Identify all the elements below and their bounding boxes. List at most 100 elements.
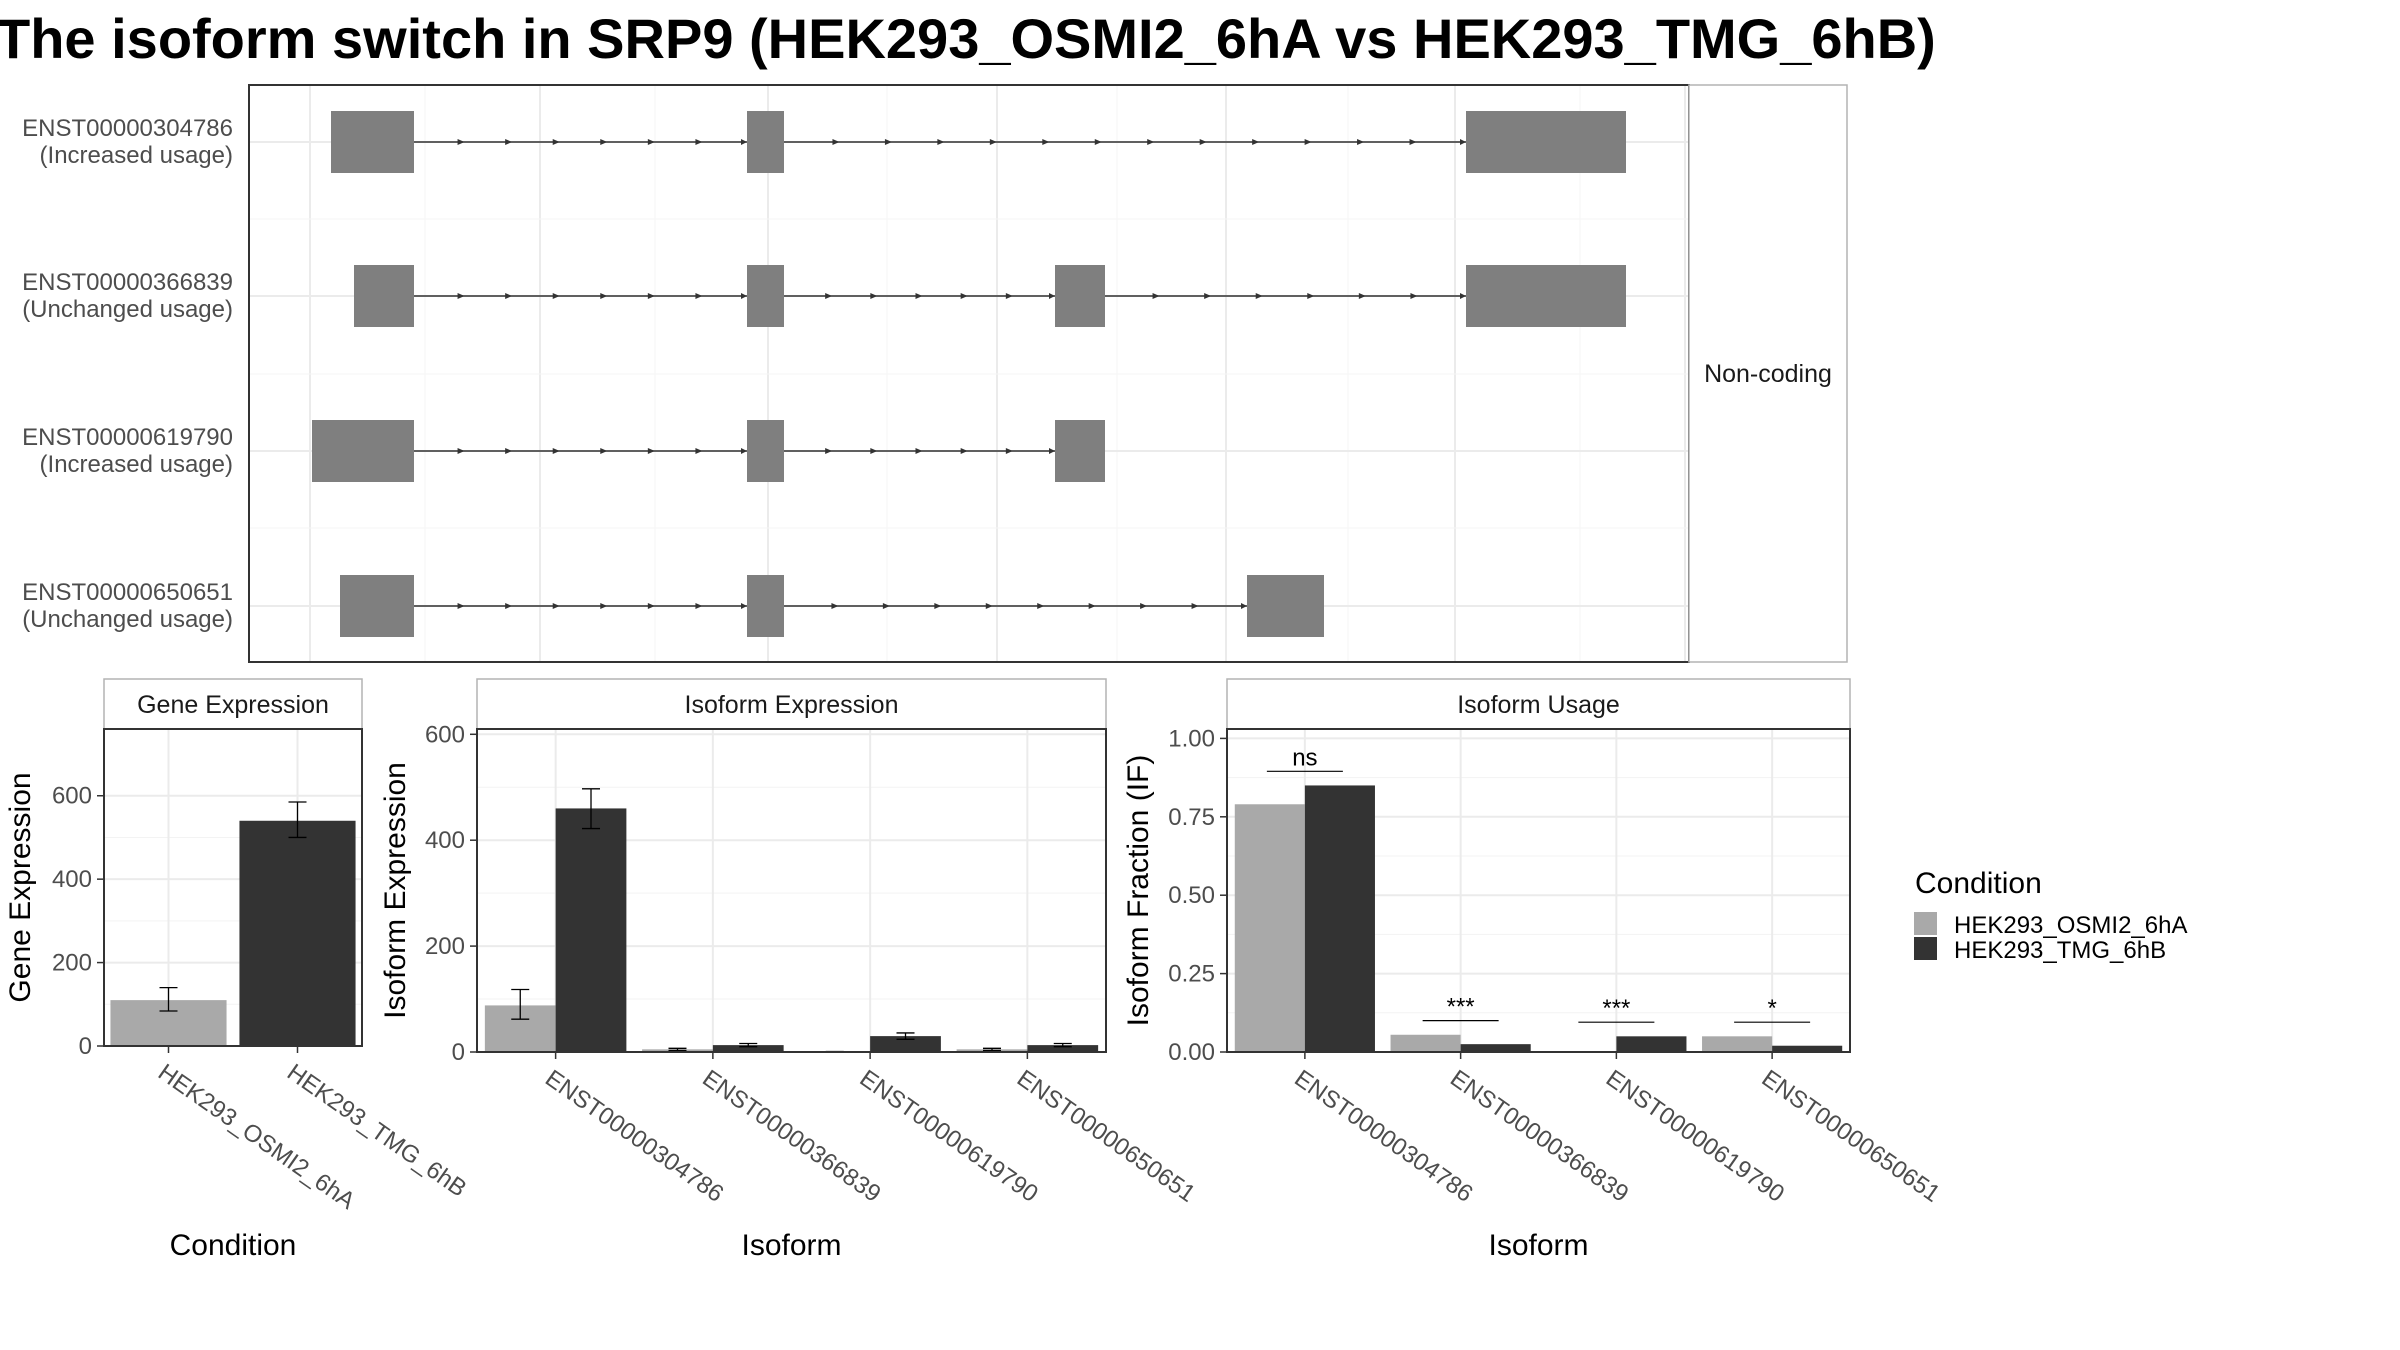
exon-block bbox=[1247, 575, 1324, 637]
intron-direction-arrow bbox=[1152, 293, 1160, 299]
intron-direction-arrow bbox=[1088, 603, 1096, 609]
transcript-id-label: ENST00000650651 bbox=[22, 579, 233, 606]
facet-strip-title: Isoform Expression bbox=[685, 691, 899, 719]
transcript-row: ENST00000304786(Increased usage) bbox=[22, 111, 1626, 173]
transcript-id-label: ENST00000304786 bbox=[22, 115, 233, 142]
exon-block bbox=[331, 111, 414, 173]
intron-direction-arrow bbox=[552, 603, 560, 609]
intron-direction-arrow bbox=[915, 293, 923, 299]
exon-block bbox=[312, 420, 414, 482]
y-tick-label: 0 bbox=[79, 1033, 92, 1060]
y-tick-label: 200 bbox=[425, 933, 465, 960]
intron-direction-arrow bbox=[825, 293, 833, 299]
intron-direction-arrow bbox=[960, 448, 968, 454]
intron-direction-arrow bbox=[1049, 293, 1055, 299]
y-tick-label: 600 bbox=[52, 783, 92, 810]
exon-block bbox=[747, 420, 784, 482]
intron-direction-arrow bbox=[600, 293, 608, 299]
intron-direction-arrow bbox=[1191, 603, 1199, 609]
y-tick-label: 200 bbox=[52, 950, 92, 977]
intron-direction-arrow bbox=[695, 603, 703, 609]
intron-direction-arrow bbox=[1049, 448, 1055, 454]
bar bbox=[1772, 1045, 1843, 1052]
intron-direction-arrow bbox=[1358, 293, 1366, 299]
y-axis-title: Gene Expression bbox=[4, 772, 37, 1002]
intron-direction-arrow bbox=[985, 603, 993, 609]
transcript-usage-label: (Unchanged usage) bbox=[22, 296, 233, 323]
plot-border bbox=[476, 728, 1107, 1053]
legend-label-condition-a: HEK293_OSMI2_6hA bbox=[1954, 912, 2187, 939]
intron-direction-arrow bbox=[1460, 139, 1466, 145]
y-tick-label: 600 bbox=[425, 721, 465, 748]
exon-block bbox=[747, 575, 784, 637]
intron-direction-arrow bbox=[1255, 293, 1263, 299]
intron-direction-arrow bbox=[647, 293, 655, 299]
intron-direction-arrow bbox=[882, 603, 890, 609]
intron-direction-arrow bbox=[1460, 293, 1466, 299]
bar bbox=[1616, 1036, 1687, 1052]
facet-strip bbox=[103, 678, 363, 730]
bar bbox=[239, 820, 356, 1046]
intron-direction-arrow bbox=[870, 293, 878, 299]
transcript-row: ENST00000366839(Unchanged usage) bbox=[22, 265, 1626, 327]
intron-direction-arrow bbox=[1241, 603, 1247, 609]
intron-direction-arrow bbox=[825, 448, 833, 454]
intron-direction-arrow bbox=[1204, 293, 1212, 299]
exon-block bbox=[340, 575, 414, 637]
exon-block bbox=[1466, 111, 1626, 173]
significance-label: *** bbox=[1447, 994, 1475, 1021]
legend-key-condition-b bbox=[1914, 937, 1937, 960]
intron-direction-arrow bbox=[934, 603, 942, 609]
intron-direction-arrow bbox=[505, 139, 513, 145]
figure-title: The isoform switch in SRP9 (HEK293_OSMI2… bbox=[0, 7, 1936, 70]
intron-direction-arrow bbox=[741, 139, 747, 145]
legend-key-condition-a bbox=[1914, 912, 1937, 935]
bar bbox=[1234, 804, 1305, 1052]
intron-direction-arrow bbox=[600, 603, 608, 609]
facet-strip-title: Isoform Usage bbox=[1457, 691, 1620, 719]
y-tick-label: 0 bbox=[452, 1039, 465, 1066]
transcript-row: ENST00000650651(Unchanged usage) bbox=[22, 575, 1324, 637]
transcript-row: ENST00000619790(Increased usage) bbox=[22, 420, 1105, 482]
intron-direction-arrow bbox=[695, 139, 703, 145]
facet-strip bbox=[476, 678, 1107, 730]
intron-direction-arrow bbox=[741, 448, 747, 454]
intron-direction-arrow bbox=[1199, 139, 1207, 145]
intron-direction-arrow bbox=[832, 139, 840, 145]
facet-strip-title: Gene Expression bbox=[137, 691, 329, 719]
intron-direction-arrow bbox=[600, 448, 608, 454]
intron-direction-arrow bbox=[457, 603, 465, 609]
y-tick-label: 0.00 bbox=[1168, 1039, 1215, 1066]
intron-direction-arrow bbox=[505, 448, 513, 454]
intron-direction-arrow bbox=[1005, 448, 1013, 454]
transcript-usage-label: (Increased usage) bbox=[40, 451, 233, 478]
intron-direction-arrow bbox=[960, 293, 968, 299]
intron-direction-arrow bbox=[831, 603, 839, 609]
bar bbox=[555, 808, 627, 1052]
intron-direction-arrow bbox=[1410, 293, 1418, 299]
intron-direction-arrow bbox=[989, 139, 997, 145]
intron-direction-arrow bbox=[505, 603, 513, 609]
y-tick-label: 0.50 bbox=[1168, 882, 1215, 909]
bar bbox=[1460, 1044, 1531, 1052]
intron-direction-arrow bbox=[1409, 139, 1417, 145]
intron-direction-arrow bbox=[552, 139, 560, 145]
x-axis-title: Condition bbox=[170, 1229, 297, 1262]
y-tick-label: 400 bbox=[52, 866, 92, 893]
y-axis-title: Isoform Expression bbox=[379, 762, 412, 1019]
intron-direction-arrow bbox=[1037, 603, 1045, 609]
exon-block bbox=[354, 265, 414, 327]
transcript-id-label: ENST00000619790 bbox=[22, 424, 233, 451]
intron-direction-arrow bbox=[1307, 293, 1315, 299]
y-tick-label: 0.75 bbox=[1168, 804, 1215, 831]
plot-border bbox=[1226, 728, 1851, 1053]
intron-direction-arrow bbox=[552, 448, 560, 454]
intron-direction-arrow bbox=[1252, 139, 1260, 145]
transcript-rows: ENST00000304786(Increased usage)ENST0000… bbox=[22, 111, 1626, 637]
exon-block bbox=[1055, 420, 1105, 482]
isoform-expression-plot: Isoform Expression0200400600ENST00000304… bbox=[379, 678, 1200, 1262]
intron-direction-arrow bbox=[647, 603, 655, 609]
transcript-usage-label: (Increased usage) bbox=[40, 142, 233, 169]
